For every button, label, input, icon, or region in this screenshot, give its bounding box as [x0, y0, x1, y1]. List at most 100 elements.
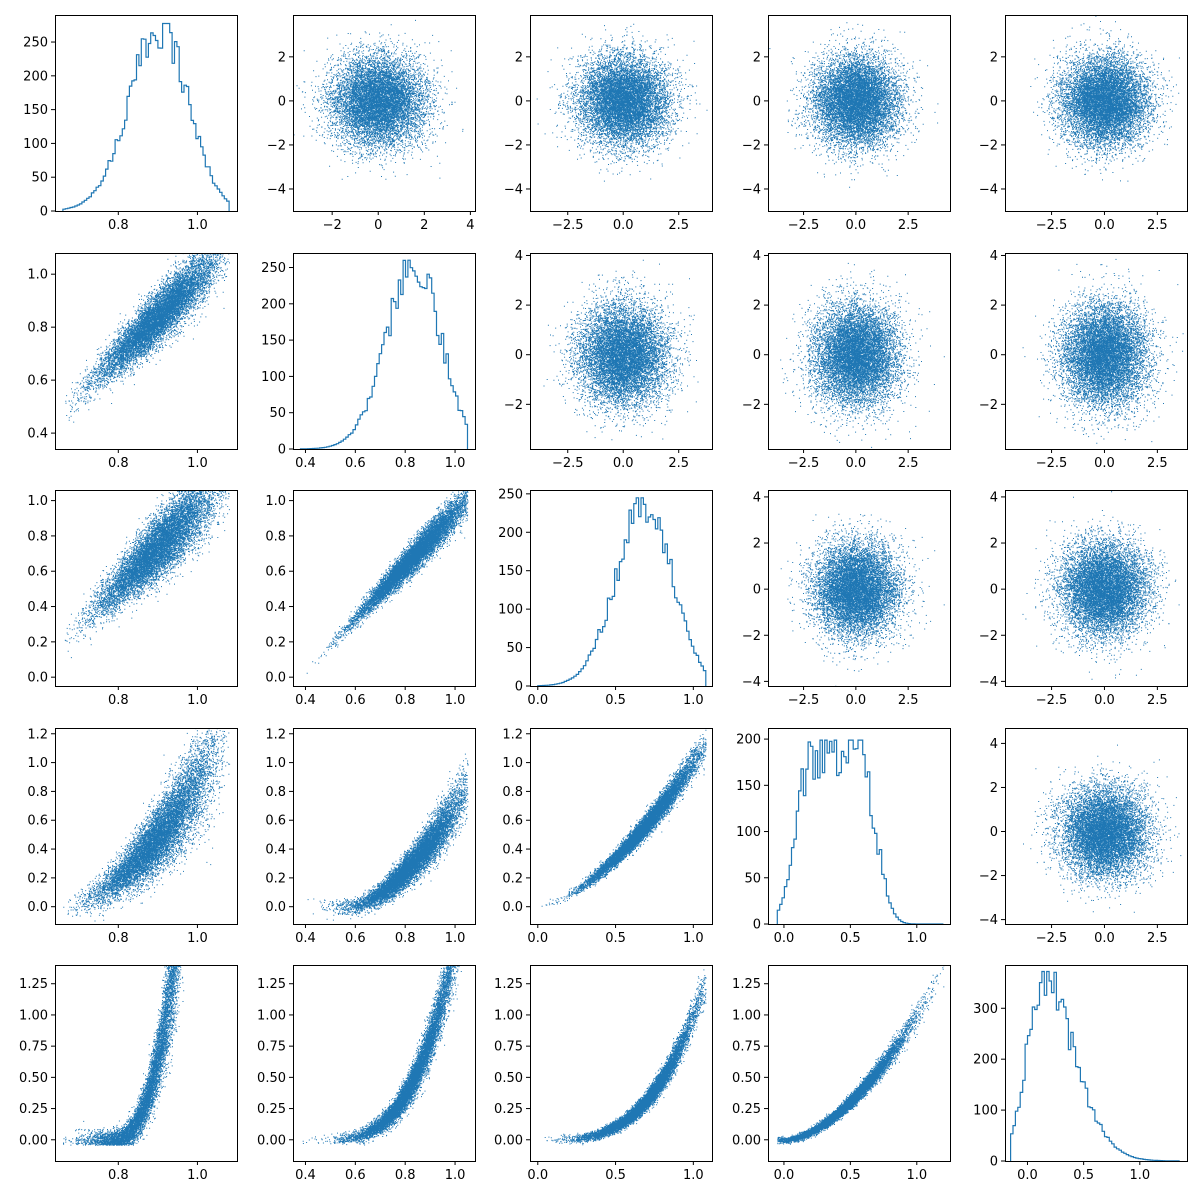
x-tick-label: 0.5: [605, 1168, 626, 1183]
y-tick-label: 0: [753, 94, 761, 109]
x-tick-label: 0.4: [295, 1168, 316, 1183]
y-tick-label: 2: [515, 299, 523, 314]
y-tick-label: 0.4: [265, 843, 286, 858]
y-tick-label: 0.00: [732, 1133, 761, 1148]
y-tick-label: 100: [23, 137, 48, 152]
y-tick-label: 150: [23, 103, 48, 118]
y-tick-label: 150: [736, 779, 761, 794]
x-tick-label: 0.8: [395, 456, 416, 471]
x-tick-label: 0.0: [774, 931, 795, 946]
y-tick-label: 0.6: [27, 814, 48, 829]
x-tick-label: 1.0: [1129, 1168, 1150, 1183]
y-tick-label: 0.0: [502, 900, 523, 915]
y-tick-label: 0.2: [265, 635, 286, 650]
y-tick-label: 0: [278, 443, 286, 458]
y-tick-label: 1.00: [494, 1008, 523, 1023]
y-tick-label: 250: [23, 36, 48, 51]
y-tick-label: 0: [990, 348, 998, 363]
x-tick-label: 1.0: [187, 1168, 208, 1183]
y-tick-label: 1.0: [502, 756, 523, 771]
y-tick-label: 1.0: [265, 756, 286, 771]
x-tick-label: 0.0: [527, 693, 548, 708]
y-tick-label: 0.0: [27, 900, 48, 915]
x-tick-label: 0.4: [295, 456, 316, 471]
y-tick-label: 2: [515, 50, 523, 65]
x-tick-label: 0.0: [1094, 931, 1115, 946]
x-tick-label: 0.5: [1073, 1168, 1094, 1183]
y-tick-label: −4: [979, 182, 998, 197]
x-tick-label: 0.0: [1094, 693, 1115, 708]
y-tick-label: 200: [736, 733, 761, 748]
y-tick-label: 200: [973, 1053, 998, 1068]
y-tick-label: 0: [753, 348, 761, 363]
y-tick-label: 0.4: [502, 843, 523, 858]
x-tick-label: 0: [374, 218, 382, 233]
y-tick-label: 0.75: [494, 1040, 523, 1055]
y-tick-label: 0.6: [502, 814, 523, 829]
x-tick-label: 0.0: [846, 456, 867, 471]
y-tick-label: −2: [267, 138, 286, 153]
x-tick-label: 0.0: [613, 218, 634, 233]
y-tick-label: 2: [753, 50, 761, 65]
y-tick-label: 2: [990, 537, 998, 552]
x-tick-label: 1.0: [187, 456, 208, 471]
y-tick-label: 0.8: [27, 321, 48, 336]
y-tick-label: 0: [515, 94, 523, 109]
y-tick-label: 250: [261, 261, 286, 276]
x-tick-label: 0.5: [605, 693, 626, 708]
y-tick-label: 0.00: [494, 1133, 523, 1148]
y-tick-label: 0: [753, 918, 761, 933]
y-tick-label: 0.25: [257, 1102, 286, 1117]
y-tick-label: 0: [990, 583, 998, 598]
x-tick-label: 0.5: [605, 931, 626, 946]
y-tick-label: 0.50: [19, 1071, 48, 1086]
y-tick-label: −4: [742, 182, 761, 197]
x-tick-label: −2.5: [788, 693, 820, 708]
y-tick-label: 100: [261, 370, 286, 385]
y-tick-label: 2: [990, 781, 998, 796]
y-tick-label: 50: [269, 406, 286, 421]
x-tick-label: 2.5: [668, 456, 689, 471]
y-tick-label: 200: [23, 69, 48, 84]
y-tick-label: −2: [742, 398, 761, 413]
y-tick-label: 0.6: [27, 374, 48, 389]
x-tick-label: 0.0: [846, 693, 867, 708]
y-tick-label: −2: [504, 138, 523, 153]
y-tick-label: 0: [990, 1155, 998, 1170]
y-tick-label: 4: [990, 737, 998, 752]
y-tick-label: 50: [744, 871, 761, 886]
x-tick-label: −2.5: [1036, 931, 1068, 946]
y-tick-label: −4: [979, 913, 998, 928]
y-tick-label: 0: [753, 583, 761, 598]
x-tick-label: 0.0: [613, 456, 634, 471]
x-tick-label: −2: [323, 218, 342, 233]
x-tick-label: 0.0: [527, 1168, 548, 1183]
y-tick-label: 0.25: [494, 1102, 523, 1117]
y-tick-label: 0.8: [265, 785, 286, 800]
x-tick-label: 0.8: [108, 1168, 129, 1183]
y-tick-label: 0.6: [265, 814, 286, 829]
x-tick-label: 0.0: [1017, 1168, 1038, 1183]
y-tick-label: 0: [515, 680, 523, 695]
x-tick-label: 0.0: [846, 218, 867, 233]
y-tick-label: 1.00: [257, 1008, 286, 1023]
y-tick-label: 0: [515, 348, 523, 363]
y-tick-label: 1.25: [494, 977, 523, 992]
y-tick-label: 1.0: [27, 494, 48, 509]
y-tick-label: 4: [753, 249, 761, 264]
y-tick-label: 0.8: [27, 529, 48, 544]
y-tick-label: 0.8: [27, 785, 48, 800]
x-tick-label: 0.8: [395, 693, 416, 708]
y-tick-label: 50: [31, 171, 48, 186]
x-tick-label: 0.4: [295, 693, 316, 708]
x-tick-label: −2.5: [788, 456, 820, 471]
y-tick-label: 0.0: [27, 671, 48, 686]
x-tick-label: 2.5: [898, 456, 919, 471]
y-tick-label: −2: [979, 869, 998, 884]
y-tick-label: 1.00: [19, 1008, 48, 1023]
y-tick-label: 200: [261, 297, 286, 312]
y-tick-label: 1.00: [732, 1008, 761, 1023]
y-tick-label: −4: [979, 675, 998, 690]
y-tick-label: 0.25: [732, 1102, 761, 1117]
y-tick-label: −2: [504, 398, 523, 413]
